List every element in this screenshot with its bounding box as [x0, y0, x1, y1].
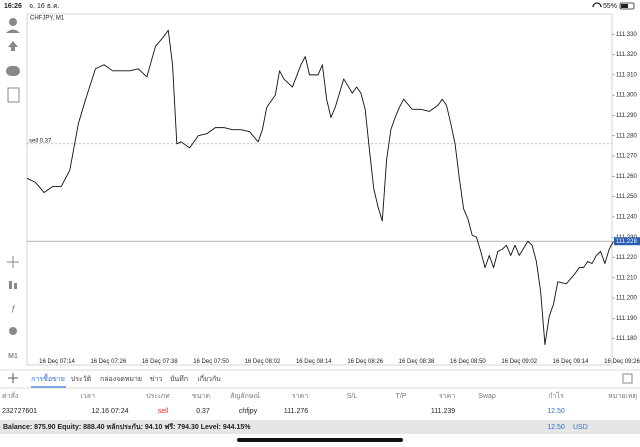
balance-bar	[0, 420, 640, 434]
balance-summary: Balance: 875.90 Equity: 888.40 หลักประกั…	[3, 423, 251, 431]
column-header: หมายเหตุ	[608, 393, 637, 400]
cell-time: 12.16 07:24	[92, 408, 129, 415]
column-header: ราคา	[292, 393, 308, 400]
x-tick-label: 16 Dec 07:38	[142, 359, 178, 365]
y-tick-label: 111.320	[616, 52, 637, 58]
status-date: จ. 16 ธ.ค.	[29, 3, 60, 10]
total-profit: 12.50	[547, 424, 565, 431]
column-header: ประเภท	[146, 393, 170, 400]
trade-icon[interactable]	[8, 41, 18, 51]
chart-frame	[26, 13, 613, 366]
tab[interactable]: ประวัติ	[71, 375, 92, 383]
cell-order: 232727601	[2, 408, 37, 415]
price-line-series	[26, 29, 614, 346]
home-indicator	[237, 438, 403, 442]
x-tick-label: 16 Dec 08:38	[399, 359, 435, 365]
price-tag	[614, 237, 640, 246]
column-header: เวลา	[80, 393, 95, 400]
tab[interactable]: เกี่ยวกับ	[197, 374, 220, 383]
x-tick-label: 16 Dec 08:26	[347, 359, 383, 365]
objects-icon[interactable]	[9, 327, 17, 335]
cell-profit: 12.50	[547, 408, 565, 415]
tab[interactable]: การซื้อขาย	[31, 372, 65, 383]
y-tick-label: 111.250	[616, 194, 637, 200]
y-tick-label: 111.240	[616, 214, 637, 220]
y-tick-label: 111.200	[616, 296, 637, 302]
x-tick-label: 16 Dec 09:26	[604, 359, 640, 365]
price-tag-label: 111.228	[616, 239, 637, 245]
cell-current-price: 111.239	[431, 408, 455, 415]
status-battery: 55%	[603, 3, 617, 10]
order-line-label: sell 0.37	[29, 138, 52, 144]
candles-icon-2	[14, 283, 17, 289]
column-header: S/L	[347, 393, 358, 400]
status-time: 16:26	[4, 3, 22, 10]
column-header: T/P	[396, 393, 407, 400]
battery-level	[621, 4, 628, 8]
account-icon-body	[6, 29, 20, 33]
column-header: ราคา	[439, 393, 455, 400]
y-tick-label: 111.300	[616, 93, 637, 99]
cell-symbol: chfjpy	[239, 408, 258, 415]
indicator-icon[interactable]: f	[12, 305, 16, 316]
tab[interactable]: กล่องจดหมาย	[100, 376, 142, 383]
x-tick-label: 16 Dec 09:02	[501, 359, 537, 365]
cell-type: sell	[158, 408, 169, 415]
layout-button[interactable]	[622, 373, 633, 384]
add-button[interactable]	[8, 373, 18, 383]
column-header: ค่าสั่ง	[2, 391, 18, 400]
tabs: การซื้อขาย ประวัติ กล่องจดหมาย ข่าว บันทึก เก…	[31, 372, 221, 388]
column-header: กำไร	[548, 391, 564, 400]
x-tick-label: 16 Dec 09:14	[553, 359, 589, 365]
y-tick-label: 111.190	[616, 316, 637, 322]
wifi-icon	[592, 2, 602, 8]
crosshair-icon[interactable]	[7, 256, 19, 268]
x-tick-label: 16 Dec 07:14	[39, 359, 75, 365]
account-icon[interactable]	[9, 18, 17, 26]
positions-table: ค่าสั่ง เวลา ประเภท ขนาด สัญลักษณ์ ราคา S/L T/P…	[2, 391, 637, 415]
left-toolbar: f	[6, 18, 20, 335]
x-tick-label: 16 Dec 08:14	[296, 359, 332, 365]
y-tick-label: 111.180	[616, 336, 637, 342]
chat-icon[interactable]	[6, 66, 20, 76]
y-tick-label: 111.260	[616, 174, 637, 180]
tab[interactable]: ข่าว	[150, 376, 163, 383]
y-tick-label: 111.330	[616, 32, 637, 38]
x-tick-label: 16 Dec 07:50	[193, 359, 229, 365]
new-order-icon[interactable]	[7, 87, 20, 103]
y-tick-label: 111.290	[616, 113, 637, 119]
y-tick-label: 111.270	[616, 154, 637, 160]
x-tick-label: 16 Dec 07:26	[90, 359, 126, 365]
chart-title: CHFJPY, M1	[30, 16, 65, 22]
battery-icon	[619, 2, 635, 10]
y-tick-label: 111.310	[616, 72, 637, 78]
column-header: Swap	[478, 393, 496, 400]
y-tick-label: 111.280	[616, 133, 637, 139]
chart: 111.330 111.320 111.310 111.300 111.290 111.2…	[26, 29, 640, 365]
currency: USD	[573, 424, 588, 431]
y-tick-label: 111.210	[616, 275, 637, 281]
timeframe-button[interactable]: M1	[8, 353, 18, 360]
cell-volume: 0.37	[196, 408, 210, 415]
y-tick-label: 111.220	[616, 255, 637, 261]
x-tick-label: 16 Dec 08:02	[245, 359, 281, 365]
column-header: สัญลักษณ์	[230, 392, 260, 400]
candles-icon[interactable]	[9, 281, 12, 289]
column-header: ขนาด	[192, 393, 210, 400]
x-tick-label: 16 Dec 08:50	[450, 359, 486, 365]
cell-open-price: 111.276	[284, 408, 308, 415]
tab[interactable]: บันทึก	[170, 374, 188, 383]
